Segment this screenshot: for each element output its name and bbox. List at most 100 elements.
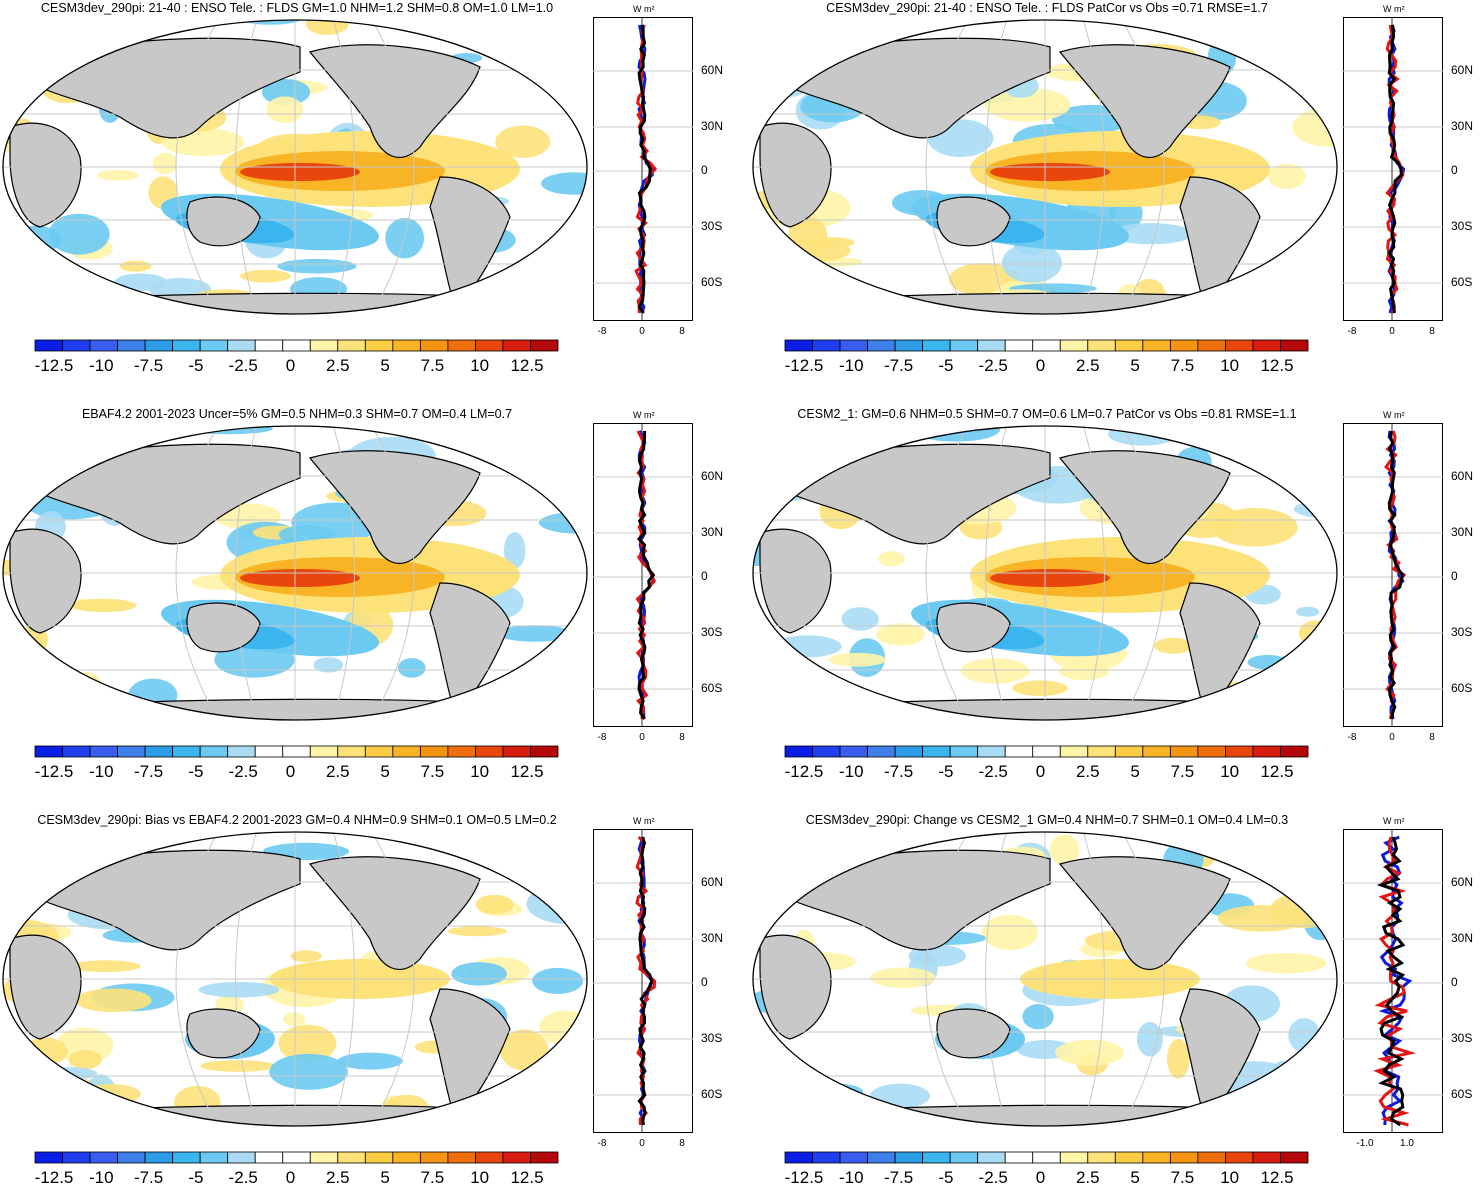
latitude-label: 30N (1451, 931, 1474, 945)
colorbar-swatch (530, 339, 559, 352)
colorbar-swatch (949, 1151, 979, 1164)
colorbar-swatch (949, 745, 979, 758)
colorbar-swatch (977, 339, 1006, 352)
colorbar-swatch (447, 745, 476, 758)
colorbar-tick-label: -5 (188, 1168, 204, 1187)
zonal-profile (1343, 17, 1443, 321)
colorbar-tick-label: 5 (1130, 1168, 1140, 1187)
colorbar-tick-label: -12.5 (784, 762, 824, 781)
panel-title: EBAF4.2 2001-2023 Uncer=5% GM=0.5 NHM=0.… (81, 407, 513, 421)
colorbar-swatch (1087, 1151, 1116, 1164)
colorbar-tick-label: 0 (1035, 762, 1046, 781)
profile-units: W m² (1383, 816, 1405, 826)
colorbar-swatch (337, 745, 366, 758)
colorbar-swatch (475, 1151, 504, 1164)
colorbar-swatch (89, 1151, 118, 1164)
colorbar-swatch (447, 339, 476, 352)
colorbar-tick-label: 2.5 (325, 1168, 350, 1187)
colorbar (784, 1151, 1309, 1164)
latitude-label: 30N (701, 119, 724, 133)
profile-line (1376, 836, 1406, 1127)
colorbar-tick-label: 12.5 (1260, 762, 1294, 781)
colorbar-swatch (1004, 1151, 1034, 1164)
profile-units: W m² (1383, 4, 1405, 14)
latitude-label: 30S (1451, 1031, 1473, 1045)
world-map (2, 19, 588, 315)
colorbar (784, 339, 1309, 352)
profile-x-tick: 0 (1389, 326, 1395, 337)
latitude-label: 60N (1451, 469, 1474, 483)
colorbar-swatch (282, 1151, 311, 1164)
colorbar-swatch (1059, 745, 1089, 758)
latitude-label: 60N (701, 875, 724, 889)
colorbar-swatch (1252, 339, 1281, 352)
profile-x-tick: 0 (639, 732, 645, 743)
colorbar-swatch (144, 1151, 174, 1164)
colorbar-swatch (1225, 339, 1254, 352)
zonal-profile (1343, 829, 1443, 1133)
colorbar-swatch (894, 745, 924, 758)
colorbar-swatch (530, 745, 559, 758)
profile-line (1387, 430, 1405, 720)
colorbar-tick-label: 10 (1220, 356, 1240, 375)
colorbar (34, 745, 559, 758)
colorbar-swatch (977, 1151, 1006, 1164)
world-map (2, 831, 588, 1127)
colorbar-swatch (282, 745, 311, 758)
world-map (752, 19, 1338, 315)
colorbar-swatch (337, 339, 366, 352)
zonal-profile (1343, 423, 1443, 727)
latitude-label: 0 (1451, 975, 1458, 989)
colorbar-swatch (1114, 339, 1144, 352)
colorbar-swatch (894, 1151, 924, 1164)
colorbar-swatch (502, 745, 531, 758)
colorbar-swatch (812, 1151, 841, 1164)
colorbar-tick-label: 5 (380, 1168, 390, 1187)
colorbar-swatch (364, 339, 394, 352)
colorbar-tick-label: -2.5 (228, 762, 258, 781)
latitude-label: 30S (1451, 625, 1473, 639)
latitude-label: 60S (1451, 1087, 1473, 1101)
latitude-label: 30N (701, 525, 724, 539)
profile-x-tick: 8 (1429, 732, 1435, 743)
colorbar-swatch (1032, 339, 1061, 352)
colorbar-swatch (839, 1151, 868, 1164)
zonal-profile (593, 423, 693, 727)
colorbar-swatch (62, 745, 91, 758)
latitude-label: 0 (1451, 163, 1458, 177)
colorbar-swatch (227, 339, 256, 352)
colorbar-swatch (1280, 339, 1309, 352)
colorbar-swatch (1169, 745, 1199, 758)
colorbar-tick-label: 7.5 (420, 356, 445, 375)
profile-line (635, 430, 657, 720)
colorbar-swatch (784, 339, 813, 352)
profile-x-tick: -1.0 (1356, 1138, 1374, 1149)
latitude-label: 60S (701, 681, 723, 695)
colorbar-tick-label: -10 (89, 762, 114, 781)
latitude-label: 60S (1451, 681, 1473, 695)
colorbar-tick-label: 10 (470, 762, 490, 781)
colorbar-swatch (1032, 745, 1061, 758)
colorbar-swatch (34, 339, 63, 352)
colorbar-swatch (172, 1151, 201, 1164)
colorbar-tick-label: -12.5 (34, 762, 74, 781)
colorbar-swatch (1142, 1151, 1171, 1164)
colorbar-tick-label: 12.5 (1260, 356, 1294, 375)
colorbar (34, 339, 559, 352)
colorbar-swatch (1169, 339, 1199, 352)
colorbar-tick-label: 12.5 (510, 1168, 544, 1187)
profile-x-tick: -8 (597, 732, 607, 743)
latitude-label: 0 (701, 569, 708, 583)
colorbar-tick-label: -2.5 (228, 356, 258, 375)
colorbar-swatch (867, 745, 896, 758)
colorbar-tick-label: -2.5 (978, 762, 1008, 781)
colorbar-tick-label: 7.5 (1170, 762, 1195, 781)
profile-x-tick: 1.0 (1400, 1138, 1414, 1149)
latitude-label: 30N (1451, 119, 1474, 133)
colorbar-swatch (199, 339, 229, 352)
colorbar-tick-label: 2.5 (325, 762, 350, 781)
colorbar-tick-label: 2.5 (325, 356, 350, 375)
latitude-label: 30N (701, 931, 724, 945)
colorbar-tick-label: -5 (938, 762, 954, 781)
colorbar-swatch (282, 339, 311, 352)
